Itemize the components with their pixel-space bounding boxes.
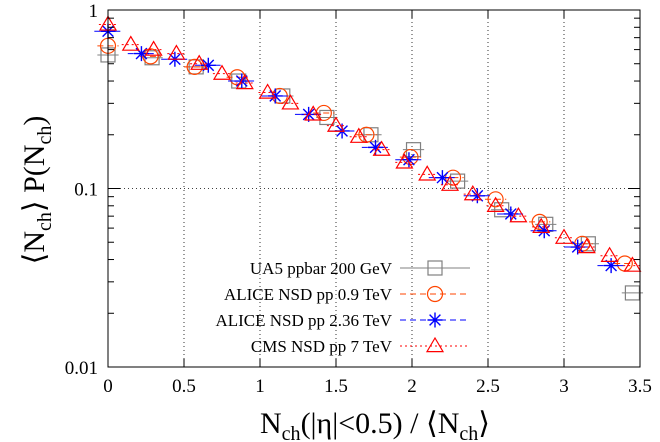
data-point	[469, 188, 485, 204]
y-tick-label: 1	[89, 1, 99, 22]
x-tick-label: 1.5	[324, 376, 348, 397]
data-point	[401, 152, 417, 168]
legend-marker	[427, 312, 443, 328]
data-point	[363, 127, 379, 143]
data-point	[190, 54, 209, 70]
y-tick-label: 0.01	[65, 358, 98, 379]
x-tick-label: 0.5	[172, 376, 196, 397]
data-point	[281, 94, 300, 110]
data-point	[463, 184, 482, 201]
legend: UA5 ppbar 200 GeV ALICE NSD pp 0.9 TeV ALI…	[215, 259, 470, 356]
data-point	[577, 237, 596, 254]
x-tick-label: 0	[103, 376, 113, 397]
data-point	[200, 57, 216, 73]
legend-label: ALICE NSD pp 2.36 TeV	[215, 311, 392, 330]
series-star	[94, 23, 625, 274]
grid	[108, 10, 640, 367]
data-point	[267, 88, 283, 104]
legend-label: CMS NSD pp 7 TeV	[251, 337, 393, 356]
data-point	[212, 64, 232, 80]
legend-entry: CMS NSD pp 7 TeV	[251, 336, 470, 356]
y-axis-label: ⟨Nch⟩ P(Nch)	[18, 116, 56, 265]
data-point	[121, 35, 140, 51]
legend-label: ALICE NSD pp 0.9 TeV	[224, 285, 393, 304]
legend-label: UA5 ppbar 200 GeV	[250, 259, 393, 278]
data-series	[94, 15, 644, 301]
data-point	[142, 48, 159, 65]
data-point	[509, 206, 528, 223]
data-point	[258, 83, 277, 99]
data-point	[349, 127, 368, 143]
data-point	[304, 105, 323, 121]
legend-entry: ALICE NSD pp 0.9 TeV	[224, 285, 470, 304]
data-point	[368, 139, 384, 155]
data-point	[532, 217, 551, 234]
legend-entry: UA5 ppbar 200 GeV	[250, 259, 470, 278]
data-point	[603, 258, 619, 274]
series-triangle	[98, 15, 642, 272]
data-point	[450, 173, 466, 189]
x-tick-label: 3	[559, 376, 569, 397]
data-point	[531, 213, 548, 230]
data-point	[623, 256, 642, 272]
data-point	[440, 175, 460, 191]
data-point	[395, 153, 414, 169]
x-axis-label: Nch(|η|<0.5) / ⟨Nch⟩	[260, 407, 490, 442]
series-circle	[97, 37, 636, 272]
data-point	[372, 140, 391, 156]
x-tick-label: 2	[407, 376, 417, 397]
data-point	[315, 104, 332, 122]
y-tick-label: 0.1	[74, 180, 98, 201]
data-point	[235, 73, 254, 90]
legend-marker	[425, 336, 445, 353]
data-point	[487, 191, 504, 208]
data-point	[326, 116, 346, 132]
legend-marker	[426, 285, 444, 303]
data-point	[600, 246, 619, 262]
data-point	[186, 58, 203, 75]
legend-entry: ALICE NSD pp 2.36 TeV	[215, 311, 470, 330]
data-point	[486, 196, 505, 212]
axis-ticks: 0 0.5 1 1.5 2 2.5 3 3.5 1 0.1 0.01	[65, 1, 652, 397]
x-tick-label: 1	[255, 376, 265, 397]
data-point	[624, 285, 641, 301]
data-point	[418, 165, 437, 181]
data-point	[133, 46, 149, 62]
data-point	[554, 228, 574, 244]
data-point	[536, 223, 552, 239]
data-point	[503, 206, 519, 222]
data-point	[167, 44, 186, 60]
data-point	[144, 40, 163, 56]
legend-marker	[427, 260, 443, 276]
x-tick-label: 3.5	[628, 376, 652, 397]
x-tick-label: 2.5	[476, 376, 500, 397]
data-point	[434, 170, 450, 186]
